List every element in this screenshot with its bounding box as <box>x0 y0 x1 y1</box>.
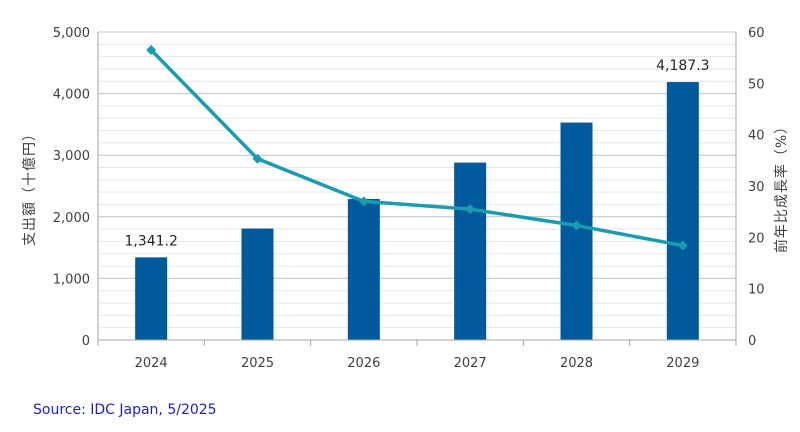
bar <box>666 82 699 340</box>
y2-tick-label: 40 <box>748 129 765 144</box>
axes <box>97 32 737 346</box>
y2-axis-title: 前年比成長率（%） <box>773 119 790 253</box>
line-point <box>571 220 582 231</box>
y-axis-title: 支出額（十億円） <box>22 126 38 246</box>
bar <box>347 198 380 340</box>
line-point <box>465 204 476 215</box>
y2-tick-label: 50 <box>748 77 765 92</box>
x-tick-label: 2028 <box>560 356 593 371</box>
growth-line <box>149 48 684 248</box>
combo-chart: 0 1,000 2,000 3,000 4,000 5,000 0 10 20 30 40 50 60 2… <box>22 26 790 371</box>
y2-tick-label: 30 <box>748 180 765 195</box>
y2-tick-label: 10 <box>748 283 765 298</box>
y-tick-label: 2,000 <box>53 211 90 226</box>
x-tick-label: 2029 <box>666 356 699 371</box>
bar-value-label: 4,187.3 <box>656 58 709 74</box>
y2-tick-label: 60 <box>748 26 765 41</box>
gridlines <box>98 31 736 329</box>
y-tick-label: 1,000 <box>53 272 90 287</box>
growth-line-series <box>146 44 688 251</box>
line-point <box>358 196 369 207</box>
y2-tick-label: 20 <box>748 231 765 246</box>
y-tick-label: 0 <box>82 334 90 349</box>
bar <box>135 257 168 340</box>
bar <box>560 122 593 340</box>
x-tick-label: 2027 <box>454 356 487 371</box>
line-point <box>677 240 688 251</box>
y-tick-label: 3,000 <box>53 149 90 164</box>
line-point <box>252 153 263 164</box>
bar <box>241 228 274 340</box>
tick-labels: 0 1,000 2,000 3,000 4,000 5,000 0 10 20 30 40 50 60 2… <box>53 26 765 371</box>
line-point <box>146 44 157 55</box>
y-tick-label: 4,000 <box>53 88 90 103</box>
x-tick-label: 2026 <box>347 356 380 371</box>
data-labels: 1,341.2 4,187.3 <box>124 58 709 249</box>
y-tick-label: 5,000 <box>53 26 90 41</box>
x-tick-label: 2025 <box>241 356 274 371</box>
bar-series <box>135 82 699 340</box>
source-note: Source: IDC Japan, 5/2025 <box>33 402 217 418</box>
bar-value-label: 1,341.2 <box>124 233 177 249</box>
bar <box>454 162 487 340</box>
x-tick-label: 2024 <box>135 356 168 371</box>
y2-tick-label: 0 <box>748 334 756 349</box>
